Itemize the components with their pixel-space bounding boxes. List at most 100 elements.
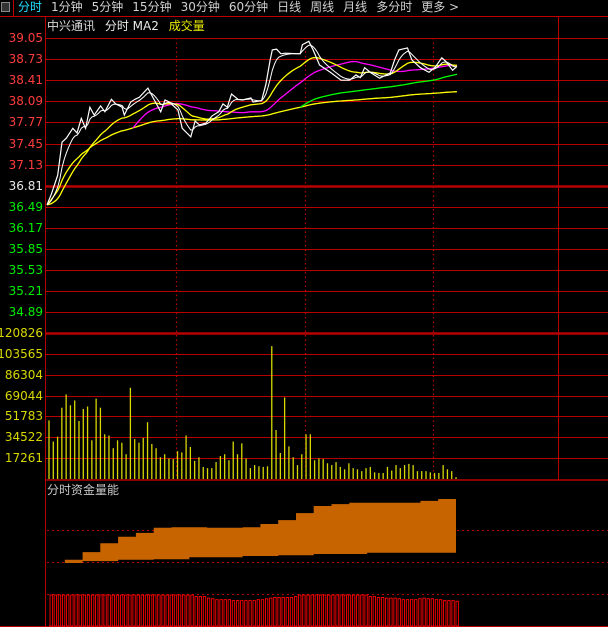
fund-flow-bar: [148, 594, 153, 627]
fund-flow-bar: [269, 597, 273, 627]
fund-flow-bar: [115, 594, 120, 627]
fund-flow-bar: [434, 599, 439, 627]
fund-flow-bar: [455, 600, 459, 627]
toolbar-divider: [13, 0, 14, 16]
tab-8[interactable]: 月线: [343, 0, 368, 14]
fund-flow-bar: [401, 599, 405, 627]
fund-flow-bar: [393, 597, 397, 627]
fund-flow-bar: [418, 598, 422, 627]
tab-1[interactable]: 1分钟: [51, 0, 83, 14]
ma-short-line: [46, 56, 457, 206]
fund-flow-bar: [99, 594, 103, 627]
fund-flow-bar: [82, 594, 86, 627]
tab-3[interactable]: 15分钟: [132, 0, 172, 14]
fund-flow-bar: [298, 594, 302, 627]
tab-9[interactable]: 多分时: [376, 0, 413, 14]
fund-flow-bar: [252, 600, 256, 627]
chart-mode-label[interactable]: 分时 MA2: [104, 19, 159, 33]
fund-flow-bar: [53, 594, 57, 627]
fund-flow-bar: [351, 594, 356, 627]
price-tick-label: 35.21: [8, 283, 43, 298]
fund-flow-bar: [273, 597, 277, 627]
fund-flow-bar: [289, 597, 294, 627]
volume-tick-label: 17261: [4, 450, 43, 465]
fund-flow-bar: [347, 594, 352, 627]
fund-flow-bar: [385, 597, 389, 627]
fund-flow-bar: [277, 597, 281, 627]
fund-flow-bar: [128, 594, 132, 627]
price-tick-label: 35.53: [8, 262, 43, 277]
fund-flow-bar: [111, 594, 115, 627]
fund-flow-indicator-label[interactable]: 分时资金量能: [47, 483, 120, 497]
fund-flow-bar: [86, 594, 91, 627]
fund-flow-bar: [235, 600, 240, 627]
price-tick-label: 37.13: [8, 157, 43, 172]
volume-tick-label: 86304: [4, 367, 43, 382]
period-tabs: 分时 1分钟 5分钟 15分钟 30分钟 60分钟 日线 周线 月线 多分时 更多 >: [18, 0, 468, 15]
fund-flow-bar: [414, 599, 418, 627]
price-tick-label: 36.17: [8, 220, 43, 235]
fund-flow-bar: [198, 596, 202, 627]
fund-flow-bar: [447, 600, 451, 627]
price-tick-label: 37.77: [8, 114, 43, 129]
volume-indicator-label[interactable]: 成交量: [168, 19, 205, 33]
fund-flow-bar: [57, 594, 62, 627]
tab-6[interactable]: 日线: [277, 0, 302, 14]
fund-flow-bar: [202, 596, 207, 627]
fund-flow-bar: [215, 599, 219, 627]
tab-2[interactable]: 5分钟: [91, 0, 124, 14]
fund-flow-bar: [397, 598, 401, 627]
price-tick-label: 38.41: [8, 72, 43, 87]
fund-flow-bar: [206, 597, 211, 627]
price-tick-label: 34.89: [8, 304, 43, 319]
fund-flow-bar: [322, 594, 327, 627]
fund-flow-bar: [124, 594, 128, 627]
volume-tick-label: 103565: [0, 346, 43, 361]
period-toolbar: 分时 1分钟 5分钟 15分钟 30分钟 60分钟 日线 周线 月线 多分时 更多 >: [0, 0, 608, 17]
tab-4[interactable]: 30分钟: [180, 0, 220, 14]
price-tick-label: 38.09: [8, 93, 43, 108]
fund-flow-bar: [356, 594, 360, 627]
price-smoothed-line: [46, 44, 457, 206]
fund-flow-bar: [223, 599, 227, 627]
fund-flow-bar: [61, 594, 66, 627]
tab-5[interactable]: 60分钟: [228, 0, 269, 14]
fund-flow-bar: [173, 594, 178, 627]
fund-flow-bar: [422, 597, 426, 627]
fund-flow-bar: [66, 594, 70, 627]
fund-flow-bar: [136, 594, 140, 627]
price-line: [46, 40, 458, 206]
volume-tick-label: 69044: [4, 388, 43, 403]
fund-flow-bar: [227, 599, 231, 627]
fund-flow-bar: [70, 594, 74, 627]
fund-flow-bar: [161, 594, 165, 627]
fund-flow-bar: [331, 594, 335, 627]
fund-flow-bar: [389, 597, 393, 627]
fund-flow-bar: [231, 600, 236, 627]
fund-flow-bar: [140, 594, 144, 627]
fund-flow-bar: [244, 600, 248, 627]
fund-flow-bar: [260, 599, 265, 627]
fund-flow-bar: [376, 597, 381, 627]
fund-flow-bar: [78, 594, 82, 627]
fund-flow-bar: [372, 596, 376, 627]
tab-0[interactable]: 分时: [18, 0, 43, 14]
fund-flow-bar: [190, 594, 194, 627]
tab-7[interactable]: 周线: [310, 0, 335, 14]
fund-flow-bar: [264, 598, 269, 627]
fund-flow-bar: [310, 594, 314, 627]
fund-flow-bar: [302, 594, 306, 627]
fund-flow-bar: [169, 594, 173, 627]
tab-10[interactable]: 更多 >: [421, 0, 460, 14]
fund-flow-bar: [157, 594, 161, 627]
fund-flow-bar: [426, 598, 430, 627]
price-tick-label: 39.05: [8, 30, 43, 45]
fund-flow-area: [47, 499, 456, 563]
panel-toggle-icon[interactable]: [1, 2, 10, 12]
fund-flow-bar: [451, 600, 455, 627]
fund-flow-bar: [90, 594, 95, 627]
average-price-line: [46, 91, 457, 206]
price-tick-label: 36.49: [8, 199, 43, 214]
volume-tick-label: 120826: [0, 325, 43, 340]
